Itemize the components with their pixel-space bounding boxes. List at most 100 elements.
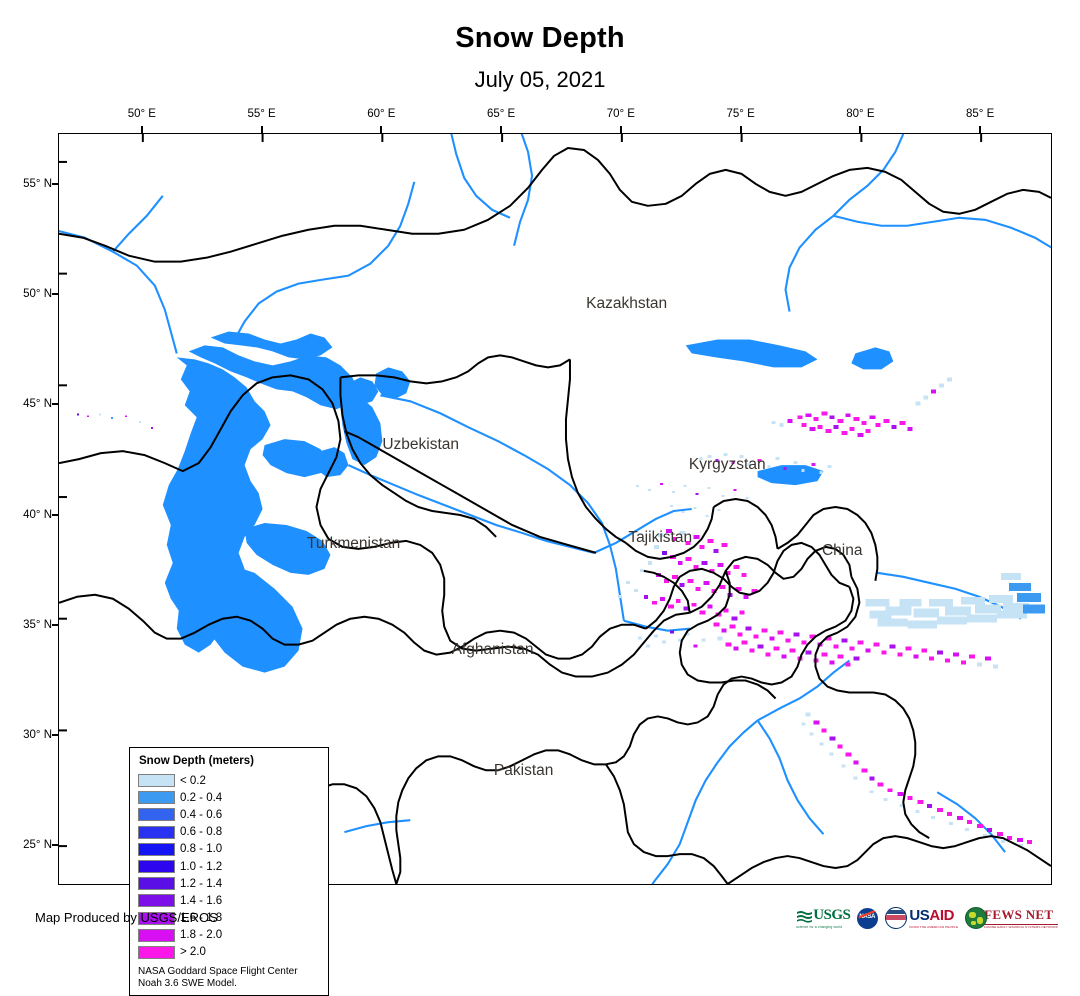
latitude-tick-35: [52, 623, 59, 626]
latitude-tick-label-40: 40° N: [23, 508, 52, 521]
usaid-tagline: FROM THE AMERICAN PEOPLE: [909, 924, 959, 929]
legend-row: < 0.2: [138, 772, 320, 789]
country-label-kazakhstan: Kazakhstan: [586, 294, 668, 312]
legend-row: 0.2 - 0.4: [138, 789, 320, 806]
longitude-tick-label-80: 80° E: [846, 108, 875, 120]
longitude-tick-label-50: 50° E: [127, 108, 156, 120]
latitude-tick-45: [52, 403, 59, 406]
page-title: Snow Depth: [455, 22, 625, 54]
legend-row: 0.6 - 0.8: [138, 824, 320, 841]
legend-label-5: 1.0 - 1.2: [180, 860, 223, 873]
longitude-tick-label-75: 75° E: [726, 108, 755, 120]
agency-logo-row: USGS science for a changing world NASA U…: [796, 903, 1058, 933]
usgs-wave-icon: [797, 910, 813, 923]
legend-footnote-line2: Noah 3.6 SWE Model.: [138, 977, 237, 989]
usgs-wordmark: USGS: [813, 907, 851, 923]
legend-class-list: < 0.2 0.2 - 0.4 0.4 - 0.6 0.6 - 0.8 0.8 - 1.…: [138, 772, 320, 961]
legend-row: 1.4 - 1.6: [138, 892, 320, 909]
longitude-tick-60: [380, 126, 383, 133]
legend-label-7: 1.4 - 1.6: [180, 894, 223, 907]
latitude-tick-label-30: 30° N: [23, 729, 52, 742]
country-label-pakistan: Pakistan: [493, 762, 554, 780]
legend-swatch-1: [138, 791, 175, 805]
nasa-wordmark: NASA: [859, 913, 876, 920]
globe-landmass-c: [971, 921, 977, 925]
country-label-turkmenistan: Turkmenistan: [306, 535, 401, 553]
fewsnet-wordmark: FEWS NET: [984, 907, 1054, 922]
usaid-wordmark: USAID: [909, 907, 954, 924]
longitude-tick-55: [260, 126, 263, 133]
legend-label-0: < 0.2: [180, 774, 206, 787]
map-canvas[interactable]: Kazakhstan Uzbekistan Turkmenistan Kyrgyzst…: [58, 133, 1052, 996]
legend-swatch-4: [138, 842, 175, 856]
usaid-seal-band-blue: [886, 910, 907, 914]
longitude-tick-75: [739, 126, 742, 133]
nasa-meatball-icon: NASA: [857, 907, 879, 929]
legend-row: > 2.0: [138, 944, 320, 961]
longitude-tick-label-55: 55° E: [247, 108, 276, 120]
longitude-tick-label-85: 85° E: [966, 108, 995, 120]
latitude-tick-25: [52, 844, 59, 847]
fewsnet-rule: [984, 923, 1058, 925]
legend-swatch-2: [138, 808, 175, 822]
longitude-tick-80: [859, 126, 862, 133]
latitude-tick-label-35: 35° N: [23, 618, 52, 631]
map-graphics: [59, 134, 1051, 884]
globe-landmass-b: [977, 917, 984, 924]
legend-row: 1.0 - 1.2: [138, 858, 320, 875]
legend-title: Snow Depth (meters): [139, 755, 255, 767]
legend-swatch-8: [138, 911, 175, 925]
country-label-afghanistan: Afghanistan: [451, 641, 534, 659]
legend-swatch-3: [138, 825, 175, 839]
usaid-word-us: US: [909, 907, 930, 925]
map-legend[interactable]: Snow Depth (meters) < 0.2 0.2 - 0.4 0.4 - …: [129, 747, 329, 996]
country-label-uzbekistan: Uzbekistan: [382, 435, 460, 453]
latitude-tick-label-55: 55° N: [23, 177, 52, 190]
country-label-tajikistan: Tajikistan: [628, 528, 693, 546]
nasa-logo[interactable]: NASA: [857, 903, 879, 933]
latitude-tick-55: [52, 182, 59, 185]
latitude-tick-40: [52, 513, 59, 516]
legend-label-8: 1.6 - 1.8: [180, 912, 223, 925]
legend-label-4: 0.8 - 1.0: [180, 843, 223, 856]
longitude-tick-label-65: 65° E: [486, 108, 516, 120]
fewsnet-globe-icon: [965, 907, 988, 929]
country-borders: [59, 146, 1051, 884]
longitude-tick-label-60: 60° E: [367, 108, 396, 120]
usaid-logo[interactable]: USAID FROM THE AMERICAN PEOPLE: [885, 903, 958, 933]
legend-label-1: 0.2 - 0.4: [180, 791, 223, 804]
fewsnet-logo[interactable]: FEWS NET FAMINE EARLY WARNING SYSTEMS NE…: [965, 903, 1058, 933]
legend-footnote: NASA Goddard Space Flight Center Noah 3.…: [138, 966, 320, 989]
legend-row: 0.4 - 0.6: [138, 806, 320, 823]
legend-row: 1.2 - 1.4: [138, 875, 320, 892]
rivers: [59, 134, 1051, 884]
country-label-china: China: [821, 541, 863, 559]
legend-swatch-7: [138, 894, 175, 908]
legend-label-3: 0.6 - 0.8: [180, 826, 223, 839]
longitude-tick-label-70: 70° E: [606, 108, 635, 120]
usaid-seal-icon: [885, 907, 908, 929]
legend-swatch-9: [138, 928, 175, 942]
legend-label-2: 0.4 - 0.6: [180, 808, 223, 821]
legend-label-6: 1.2 - 1.4: [180, 877, 223, 890]
legend-swatch-6: [138, 877, 175, 891]
latitude-tick-label-25: 25° N: [23, 839, 52, 852]
latitude-tick-50: [52, 292, 59, 295]
legend-row: 1.6 - 1.8: [138, 910, 320, 927]
water-bodies: [162, 331, 894, 673]
legend-row: 1.8 - 2.0: [138, 927, 320, 944]
page-subtitle: July 05, 2021: [474, 67, 606, 92]
latitude-tick-label-50: 50° N: [23, 287, 52, 300]
map-credit: Map Produced by USGS/EROS: [35, 910, 218, 925]
usgs-logo[interactable]: USGS science for a changing world: [796, 903, 851, 933]
usaid-word-aid: AID: [929, 907, 955, 925]
legend-footnote-line1: NASA Goddard Space Flight Center: [138, 966, 298, 978]
legend-swatch-10: [138, 945, 175, 959]
longitude-tick-65: [500, 126, 503, 133]
legend-row: 0.8 - 1.0: [138, 841, 320, 858]
usaid-seal-band-red: [886, 915, 907, 920]
latitude-tick-label-45: 45° N: [23, 398, 52, 411]
globe-landmass-a: [969, 912, 977, 918]
graticule-ticks: [59, 134, 983, 848]
fewsnet-tagline: FAMINE EARLY WARNING SYSTEMS NETWORK: [984, 925, 1058, 929]
